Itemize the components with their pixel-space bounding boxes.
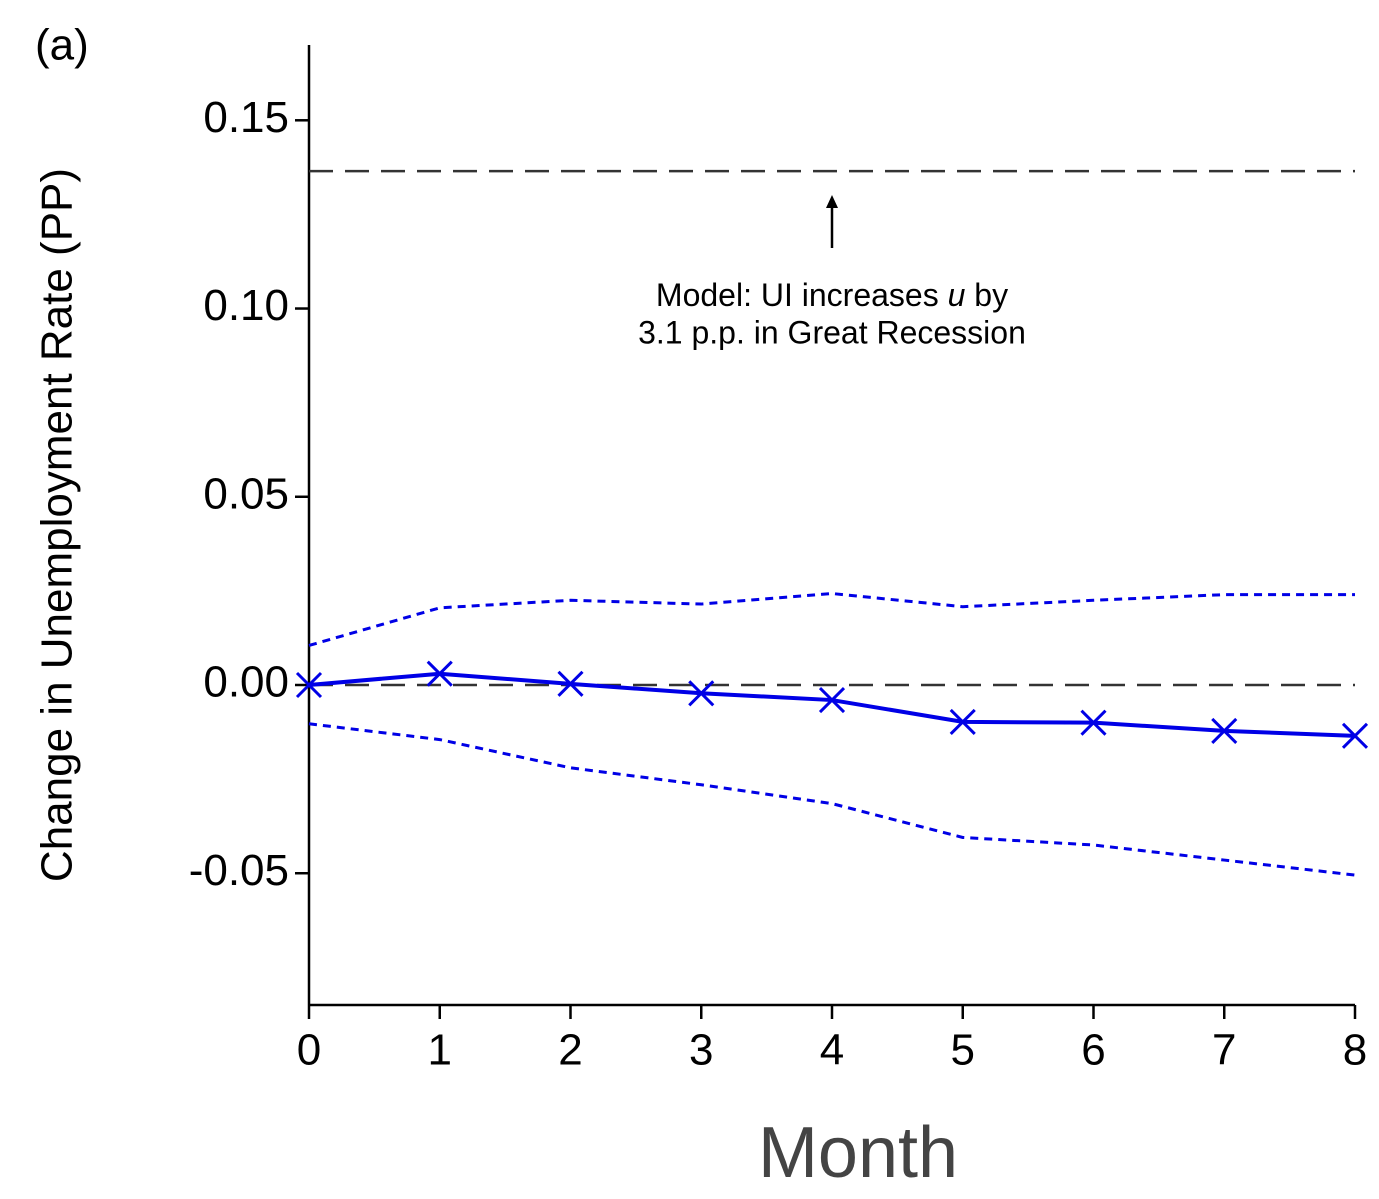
- point-marker: [1211, 717, 1238, 744]
- annotation-text: Model: UI increases: [656, 277, 948, 313]
- x-tick-label: 4: [820, 1026, 844, 1075]
- point-marker: [688, 680, 715, 707]
- x-tick-label: 2: [558, 1026, 582, 1075]
- y-tick-label: 0.05: [203, 469, 289, 518]
- point-marker: [1341, 722, 1369, 749]
- y-tick-label: 0.00: [203, 658, 289, 707]
- x-tick-label: 5: [951, 1026, 975, 1075]
- annotation-text: by: [965, 277, 1008, 313]
- series-line: [308, 592, 1355, 647]
- x-tick-label: 1: [428, 1026, 452, 1075]
- y-tick-label: 0.10: [203, 281, 289, 330]
- annotation-line2: 3.1 p.p. in Great Recession: [638, 314, 1026, 350]
- series-line: [308, 671, 1356, 738]
- x-tick-label: 3: [689, 1026, 713, 1075]
- annotation-line1: Model: UI increases u by: [656, 277, 1008, 313]
- x-tick-label: 0: [297, 1026, 321, 1075]
- point-marker: [1080, 709, 1107, 736]
- series-line: [308, 722, 1356, 877]
- point-marker: [818, 686, 846, 714]
- y-tick-label: -0.05: [189, 846, 289, 895]
- point-marker: [426, 660, 453, 687]
- point-marker: [557, 670, 584, 697]
- y-axis-label: Change in Unemployment Rate (PP): [33, 168, 82, 882]
- panel-label: (a): [35, 21, 89, 70]
- x-tick-label: 8: [1343, 1026, 1367, 1075]
- x-axis-label: Month: [758, 1113, 958, 1193]
- point-marker: [949, 708, 976, 735]
- point-marker: [295, 671, 323, 699]
- annotation-arrowhead: [826, 195, 838, 208]
- x-tick-label: 6: [1081, 1026, 1105, 1075]
- y-tick-label: 0.15: [203, 93, 289, 142]
- annotation-text: u: [948, 277, 966, 313]
- x-tick-label: 7: [1212, 1026, 1236, 1075]
